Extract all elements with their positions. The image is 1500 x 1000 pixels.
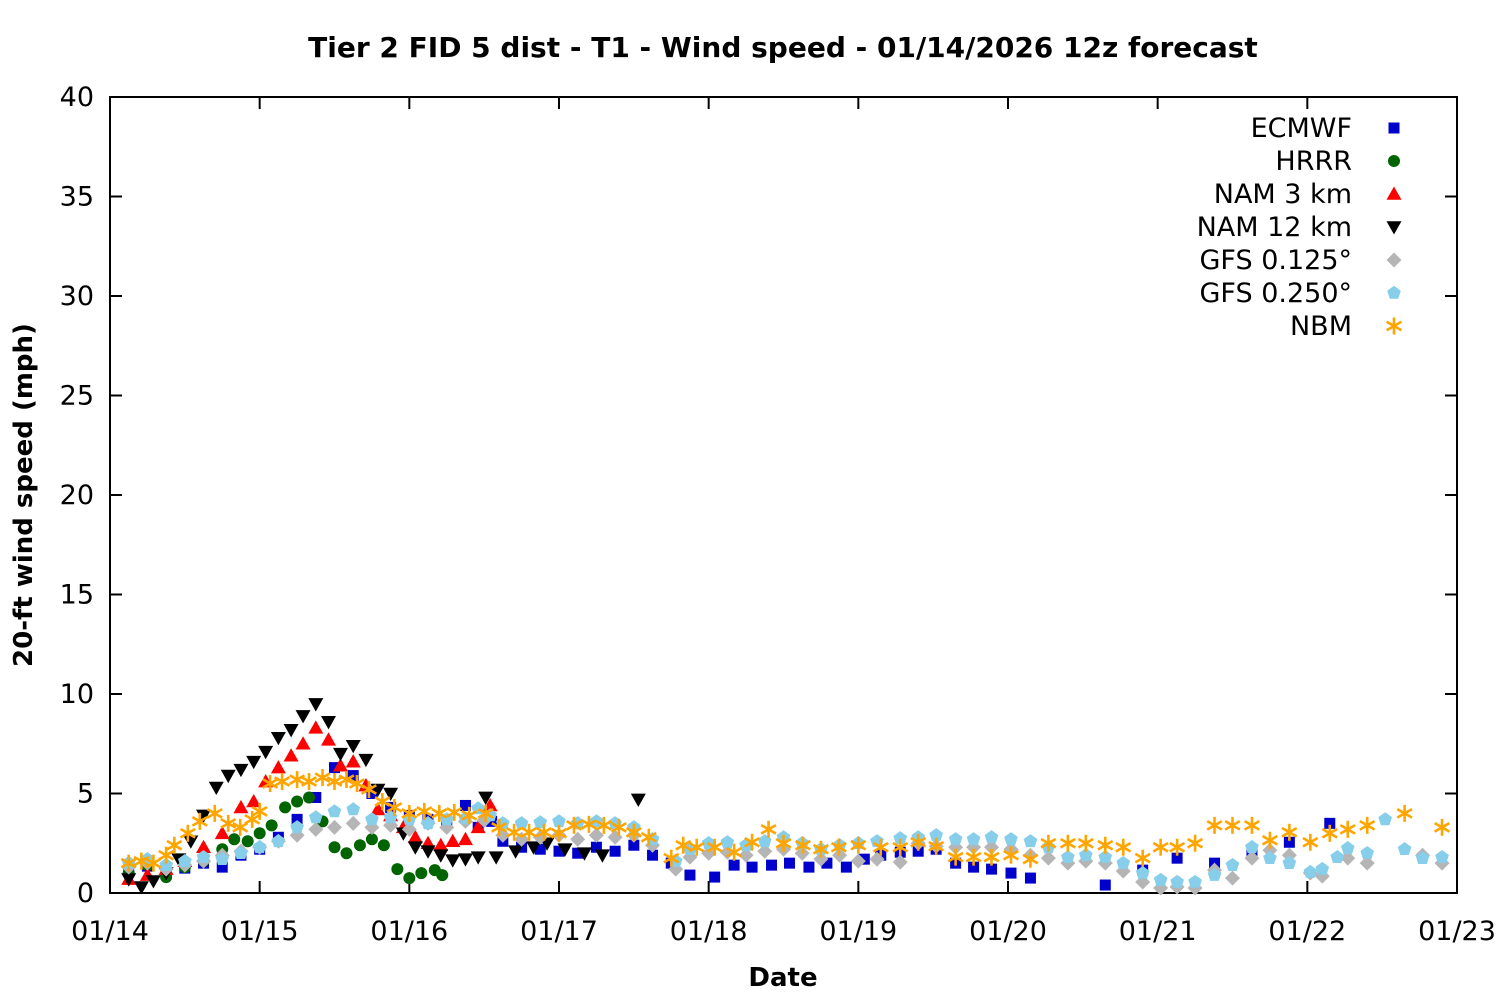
x-tick-label-01-16: 01/16: [370, 916, 448, 947]
chart-title: Tier 2 FID 5 dist - T1 - Wind speed - 01…: [308, 31, 1258, 64]
legend-label-hrrr: HRRR: [1275, 146, 1352, 177]
y-axis-label: 20-ft wind speed (mph): [9, 323, 39, 667]
x-tick-label-01-19: 01/19: [819, 916, 897, 947]
legend-item-gfs-0-125: GFS 0.125°: [1200, 245, 1402, 276]
data-points-layer: [120, 698, 1451, 896]
legend-item-nam-3-km: NAM 3 km: [1214, 179, 1402, 210]
x-tick-label-01-14: 01/14: [71, 916, 149, 947]
series-hrrr: [122, 791, 449, 885]
legend-marker-hrrr-icon: [1388, 155, 1400, 167]
y-tick-label-20: 20: [60, 480, 94, 511]
x-tick-label-01-18: 01/18: [670, 916, 748, 947]
y-tick-label-40: 40: [60, 82, 94, 113]
legend-marker-nam-12-km-icon: [1386, 221, 1402, 235]
legend-marker-nbm-icon: [1385, 317, 1403, 335]
x-tick-label-01-21: 01/21: [1119, 916, 1197, 947]
axis-ticks: [109, 96, 1458, 894]
legend-label-nam-3-km: NAM 3 km: [1214, 179, 1352, 210]
legend-item-hrrr: HRRR: [1275, 146, 1400, 177]
legend-label-ecmwf: ECMWF: [1251, 113, 1352, 144]
legend-item-ecmwf: ECMWF: [1251, 113, 1400, 144]
y-tick-label-5: 5: [77, 779, 94, 810]
x-tick-label-01-20: 01/20: [969, 916, 1047, 947]
legend-item-gfs-0-250: GFS 0.250°: [1200, 278, 1401, 309]
legend-label-nbm: NBM: [1290, 311, 1352, 342]
legend-label-gfs-0-125: GFS 0.125°: [1200, 245, 1353, 276]
y-tick-label-10: 10: [60, 679, 94, 710]
x-tick-label-01-17: 01/17: [520, 916, 598, 947]
series-nbm: [120, 769, 1451, 872]
y-tick-label-30: 30: [60, 281, 94, 312]
legend-marker-ecmwf-icon: [1388, 122, 1400, 134]
legend-item-nbm: NBM: [1290, 311, 1403, 342]
x-tick-label-01-15: 01/15: [221, 916, 299, 947]
series-ecmwf: [123, 762, 1336, 891]
x-axis-label: Date: [748, 963, 817, 993]
legend-label-nam-12-km: NAM 12 km: [1197, 212, 1352, 243]
axis-tick-labels: 01/14 01/15 01/16 01/17 01/18 01/19 01/20 01/21…: [60, 82, 1496, 947]
legend-marker-nam-3-km-icon: [1386, 186, 1402, 200]
legend-marker-gfs-0-250-icon: [1387, 285, 1401, 299]
y-tick-label-0: 0: [77, 878, 94, 909]
legend-label-gfs-0-250: GFS 0.250°: [1200, 278, 1353, 309]
series-gfs-0-250: [121, 801, 1449, 888]
legend-marker-gfs-0-125-icon: [1386, 252, 1402, 268]
x-tick-label-01-23: 01/23: [1418, 916, 1496, 947]
y-tick-label-15: 15: [60, 580, 94, 611]
legend-item-nam-12-km: NAM 12 km: [1197, 212, 1402, 243]
y-tick-label-25: 25: [60, 381, 94, 412]
y-tick-label-35: 35: [60, 182, 94, 213]
x-tick-label-01-22: 01/22: [1268, 916, 1346, 947]
